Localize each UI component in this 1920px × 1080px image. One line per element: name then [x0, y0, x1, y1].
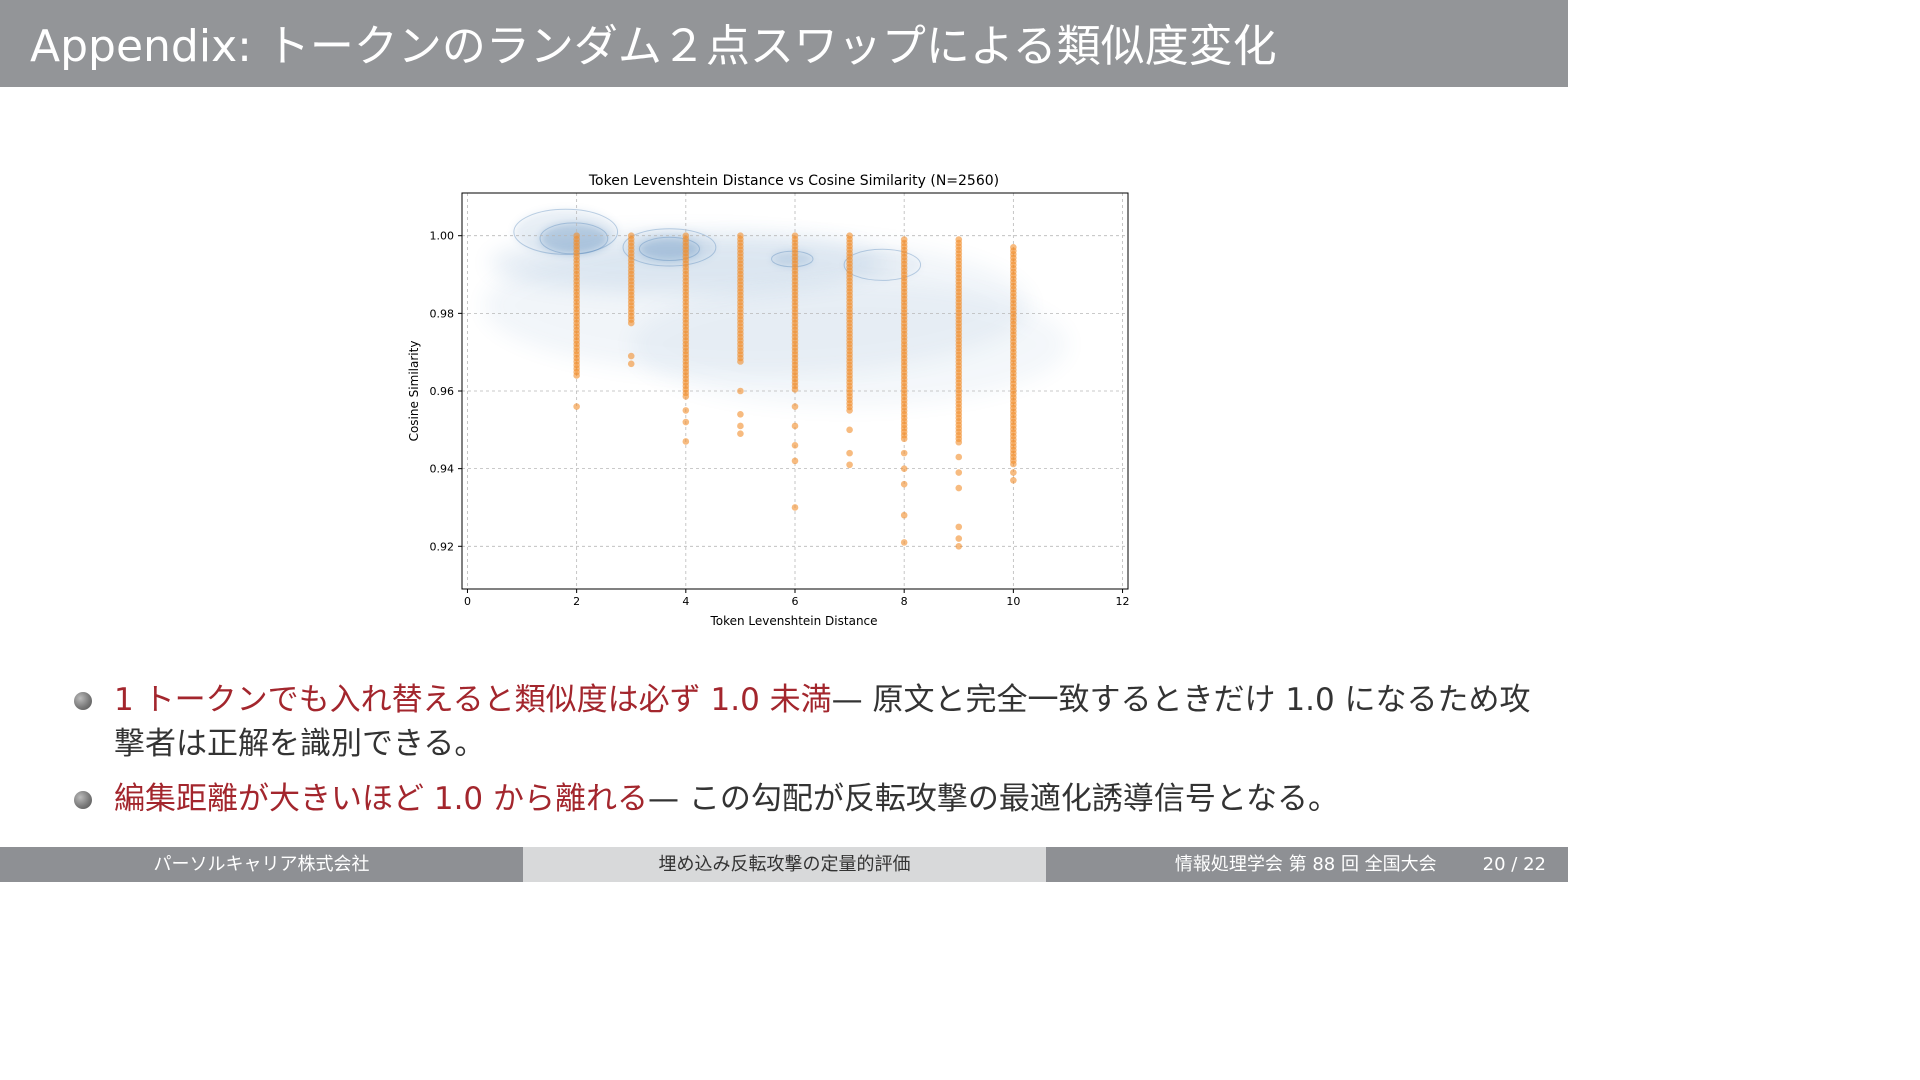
- data-point: [900, 449, 908, 457]
- data-point: [846, 461, 853, 469]
- bullet-dot-icon: [74, 791, 92, 809]
- data-point: [846, 407, 853, 414]
- data-point: [1010, 476, 1017, 484]
- data-point: [791, 422, 799, 430]
- data-point: [900, 465, 908, 472]
- footer: パーソルキャリア株式会社 埋め込み反転攻撃の定量的評価 情報処理学会 第 88 …: [0, 847, 1568, 882]
- kde-core: [623, 228, 716, 266]
- data-point: [900, 539, 908, 546]
- chart-figure: 0 2 4 6 8 10 12 0.92 0.94 0.96 0.98 1.00 Token Leve…: [400, 166, 1145, 634]
- bullet-text: — 原文と完全一致するときだけ 1.0 になるため攻撃者は正解を識別できる。: [114, 682, 1531, 762]
- axis-ticks: 0 2 4 6 8 10 12 0.92 0.94 0.96 0.98 1.00: [430, 230, 1130, 608]
- data-point: [682, 407, 690, 414]
- data-point: [955, 484, 963, 492]
- data-point: [791, 403, 799, 410]
- data-point: [955, 535, 963, 542]
- data-point: [573, 372, 580, 379]
- data-point: [955, 453, 963, 461]
- data-point: [846, 449, 853, 457]
- x-tick-label: 8: [901, 595, 908, 608]
- footer-conference: 情報処理学会 第 88 回 全国大会: [1174, 854, 1437, 875]
- y-tick-label: 0.98: [430, 307, 455, 320]
- x-tick-label: 12: [1116, 595, 1130, 608]
- data-point: [1010, 460, 1017, 468]
- y-tick-label: 1.00: [430, 230, 455, 243]
- footer-talk-title: 埋め込み反転攻撃の定量的評価: [523, 847, 1046, 882]
- bullet-list: 1 トークンでも入れ替えると類似度は必ず 1.0 未満— 原文と完全一致するとき…: [74, 678, 1544, 832]
- y-axis-label: Cosine Similarity: [407, 341, 421, 442]
- data-point: [737, 387, 744, 395]
- scatter-points: [573, 232, 1017, 550]
- data-point: [791, 386, 799, 393]
- footer-right: 情報処理学会 第 88 回 全国大会 20 / 22: [1046, 847, 1568, 882]
- x-tick-label: 10: [1006, 595, 1020, 608]
- bullet-item: 編集距離が大きいほど 1.0 から離れる— この勾配が反転攻撃の最適化誘導信号と…: [74, 777, 1544, 821]
- data-point: [682, 418, 690, 426]
- y-tick-label: 0.92: [430, 540, 455, 553]
- data-point: [627, 360, 635, 368]
- bullet-highlight: 編集距離が大きいほど 1.0 から離れる: [114, 781, 649, 817]
- bullet-highlight: 1 トークンでも入れ替えると類似度は必ず 1.0 未満: [114, 682, 832, 718]
- data-point: [900, 511, 908, 519]
- data-point: [737, 430, 744, 438]
- kde-contour-line: [513, 208, 619, 255]
- y-tick-label: 0.96: [430, 385, 455, 398]
- footer-company: パーソルキャリア株式会社: [0, 847, 523, 882]
- data-point: [682, 393, 690, 400]
- x-tick-label: 4: [682, 595, 689, 608]
- data-point: [627, 352, 635, 360]
- data-point: [737, 422, 744, 430]
- data-point: [573, 403, 580, 410]
- data-point: [627, 319, 635, 327]
- data-point: [791, 504, 799, 511]
- slide-title: Appendix: トークンのランダム２点スワップによる類似度変化: [0, 0, 1568, 87]
- y-tick-label: 0.94: [430, 463, 455, 476]
- data-point: [791, 442, 799, 449]
- bullet-dot-icon: [74, 692, 92, 710]
- x-axis-label: Token Levenshtein Distance: [709, 614, 877, 628]
- data-point: [900, 480, 908, 488]
- x-tick-label: 0: [464, 595, 471, 608]
- kde-contour-line: [622, 228, 717, 267]
- page-number: 20 / 22: [1482, 854, 1546, 875]
- bullet-item: 1 トークンでも入れ替えると類似度は必ず 1.0 未満— 原文と完全一致するとき…: [74, 678, 1544, 766]
- data-point: [737, 410, 744, 418]
- bullet-text: — この勾配が反転攻撃の最適化誘導信号となる。: [648, 781, 1339, 817]
- chart-title: Token Levenshtein Distance vs Cosine Sim…: [588, 173, 999, 189]
- data-point: [955, 438, 963, 446]
- data-point: [955, 523, 963, 531]
- x-tick-label: 6: [792, 595, 799, 608]
- data-point: [846, 426, 853, 434]
- data-point: [737, 358, 744, 365]
- kde-density-overlay: [483, 208, 1068, 407]
- data-point: [791, 457, 799, 465]
- kde-core: [513, 209, 618, 255]
- x-tick-label: 2: [573, 595, 580, 608]
- data-point: [955, 469, 963, 476]
- data-point: [955, 542, 963, 550]
- kde-contour-line: [843, 248, 922, 281]
- data-point: [682, 438, 690, 445]
- scatter-chart: 0 2 4 6 8 10 12 0.92 0.94 0.96 0.98 1.00 Token Leve…: [407, 173, 1130, 628]
- data-point: [1010, 469, 1017, 476]
- data-point: [900, 435, 908, 443]
